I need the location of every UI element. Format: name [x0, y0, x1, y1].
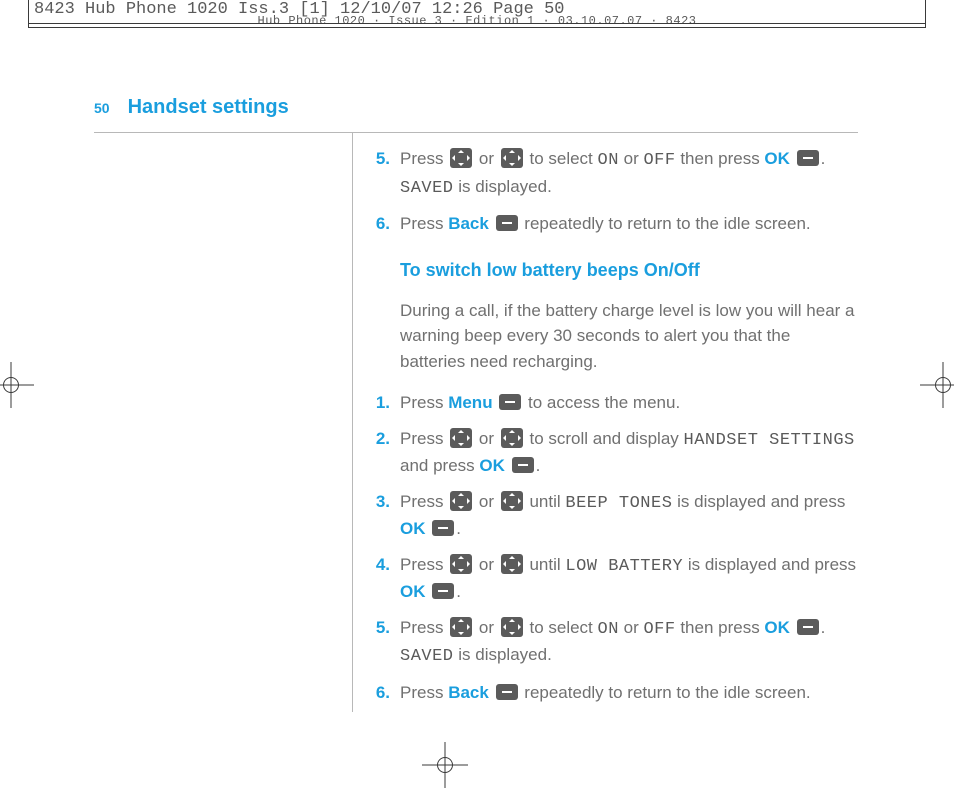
step-number: 1.	[368, 390, 390, 416]
dpad-icon	[450, 428, 472, 448]
dpad-icon	[450, 617, 472, 637]
step-body: Press or until BEEP TONES is displayed a…	[400, 489, 858, 542]
heading-row: 50 Handset settings	[94, 96, 898, 119]
softkey-label: OK	[479, 456, 505, 475]
softkey-icon	[797, 150, 819, 166]
softkey-label: Back	[448, 214, 489, 233]
step: 2.Press or to scroll and display HANDSET…	[368, 426, 858, 479]
subheading: To switch low battery beeps On/Off	[400, 257, 858, 284]
content-column: 5.Press or to select ON or OFF then pres…	[368, 146, 858, 715]
step-body: Press or to scroll and display HANDSET S…	[400, 426, 858, 479]
step: 5.Press or to select ON or OFF then pres…	[368, 615, 858, 670]
softkey-icon	[496, 684, 518, 700]
section-a: 5.Press or to select ON or OFF then pres…	[368, 146, 858, 237]
display-text: OFF	[643, 151, 675, 170]
softkey-label: OK	[400, 582, 426, 601]
step: 6. Press Back repeatedly to return to the…	[368, 680, 858, 706]
softkey-label: OK	[764, 618, 790, 637]
step-body: Press Menu to access the menu.	[400, 390, 858, 416]
step-number: 2.	[368, 426, 390, 479]
step-number: 3.	[368, 489, 390, 542]
step-number: 4.	[368, 552, 390, 605]
display-text: HANDSET SETTINGS	[684, 431, 855, 450]
dpad-icon	[501, 554, 523, 574]
step-body: Press or to select ON or OFF then press …	[400, 615, 858, 670]
step: 6. Press Back repeatedly to return to the…	[368, 211, 858, 237]
horizontal-rule	[94, 132, 858, 133]
step: 4.Press or until LOW BATTERY is displaye…	[368, 552, 858, 605]
softkey-icon	[797, 619, 819, 635]
step: 3.Press or until BEEP TONES is displayed…	[368, 489, 858, 542]
dpad-icon	[501, 428, 523, 448]
page-number: 50	[94, 100, 110, 116]
softkey-icon	[499, 394, 521, 410]
display-text: SAVED	[400, 647, 454, 666]
page-body: 50 Handset settings 5.Press or to select…	[28, 28, 898, 772]
softkey-icon	[432, 520, 454, 536]
crop-mark	[28, 0, 29, 27]
softkey-icon	[432, 583, 454, 599]
step-number: 5.	[368, 615, 390, 670]
dpad-icon	[450, 148, 472, 168]
softkey-label: Back	[448, 683, 489, 702]
step-number: 6.	[368, 680, 390, 706]
step-body: Press Back repeatedly to return to the i…	[400, 211, 858, 237]
crop-mark	[925, 0, 926, 27]
dpad-icon	[501, 148, 523, 168]
step-body: Press or to select ON or OFF then press …	[400, 146, 858, 201]
display-text: LOW BATTERY	[565, 557, 683, 576]
dpad-icon	[450, 491, 472, 511]
step-number: 6.	[368, 211, 390, 237]
softkey-icon	[512, 457, 534, 473]
intro-paragraph: During a call, if the battery charge lev…	[400, 298, 858, 375]
section-b: 1.Press Menu to access the menu.2.Press …	[368, 390, 858, 705]
registration-mark-icon	[920, 362, 954, 408]
display-text: BEEP TONES	[565, 494, 672, 513]
step-body: Press or until LOW BATTERY is displayed …	[400, 552, 858, 605]
softkey-label: Menu	[448, 393, 492, 412]
vertical-rule	[352, 132, 353, 712]
display-text: ON	[598, 151, 619, 170]
display-text: OFF	[643, 620, 675, 639]
step-body: Press Back repeatedly to return to the i…	[400, 680, 858, 706]
softkey-label: OK	[764, 149, 790, 168]
display-text: ON	[598, 620, 619, 639]
page-title: Handset settings	[128, 96, 289, 119]
dpad-icon	[501, 491, 523, 511]
dpad-icon	[450, 554, 472, 574]
step: 5.Press or to select ON or OFF then pres…	[368, 146, 858, 201]
softkey-icon	[496, 215, 518, 231]
softkey-label: OK	[400, 519, 426, 538]
crop-mark	[28, 23, 926, 24]
step: 1. Press Menu to access the menu.	[368, 390, 858, 416]
print-header-sub: Hub Phone 1020 · Issue 3 · Edition 1 · 0…	[0, 14, 954, 28]
dpad-icon	[501, 617, 523, 637]
step-number: 5.	[368, 146, 390, 201]
display-text: SAVED	[400, 179, 454, 198]
